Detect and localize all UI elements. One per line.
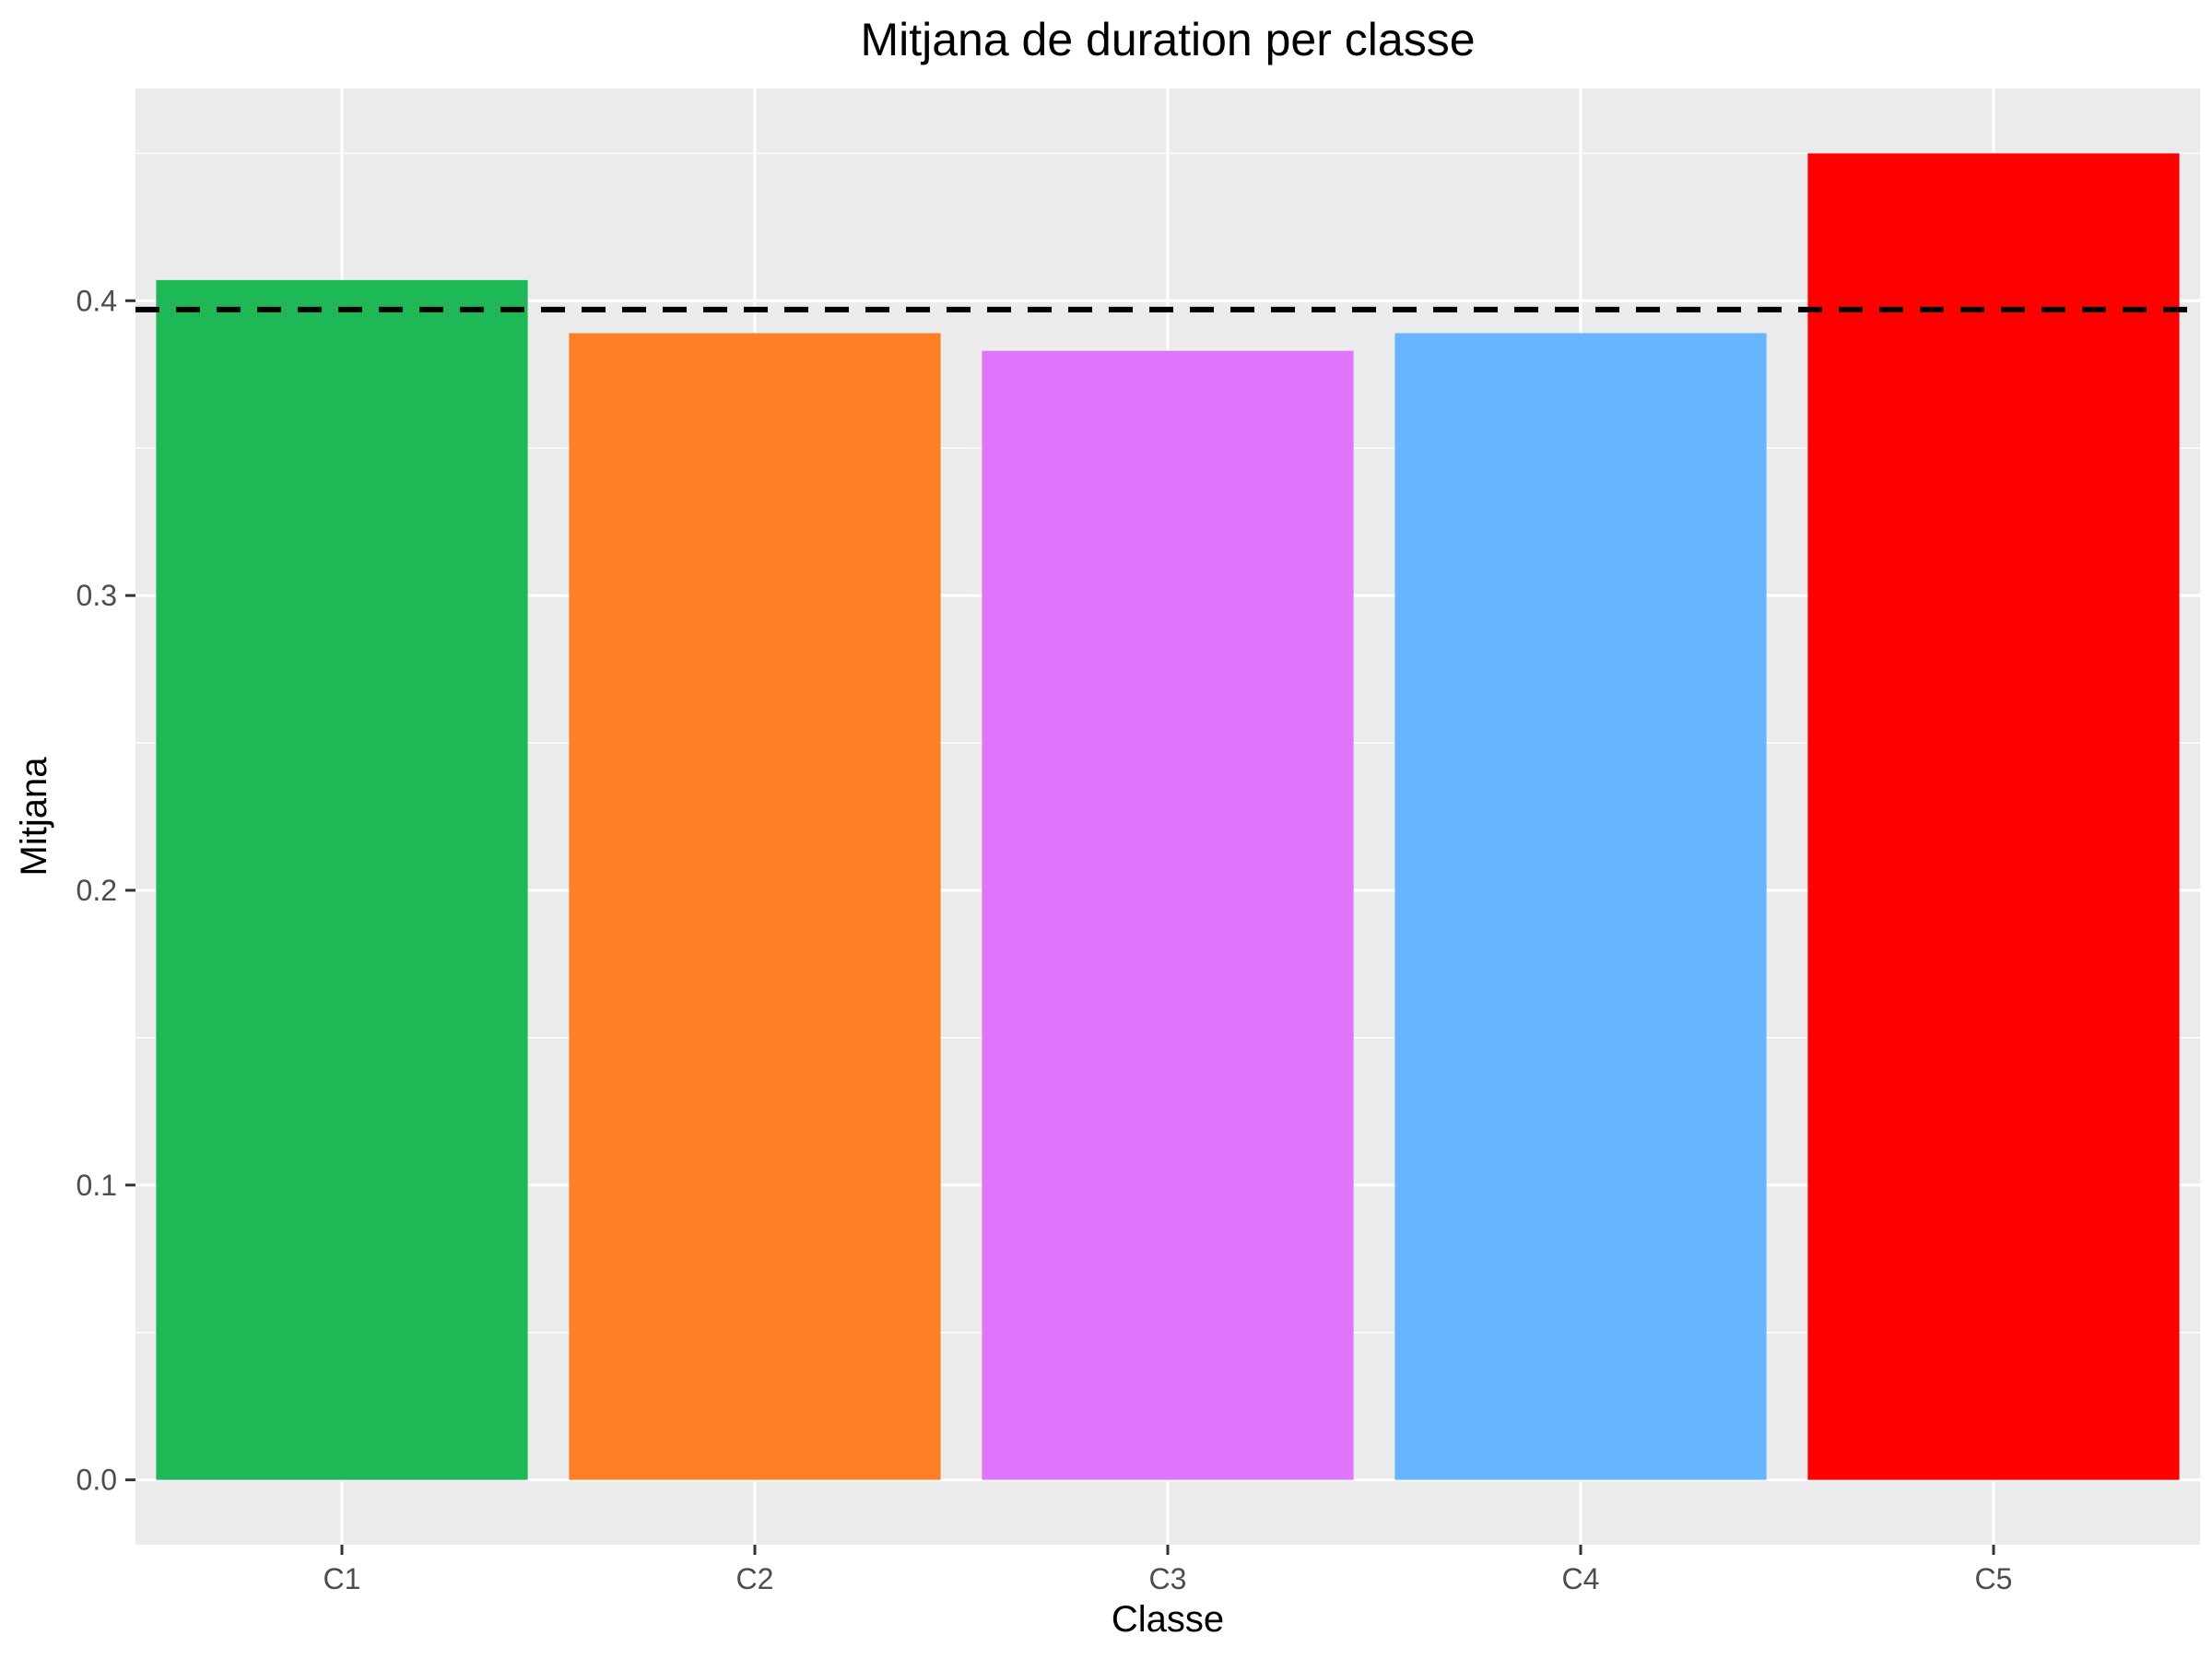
- y-tick-label: 0.4: [76, 284, 117, 317]
- x-tick-label: C5: [1975, 1562, 2013, 1595]
- x-tick-label: C4: [1562, 1562, 1600, 1595]
- bar-c5: [1807, 153, 2180, 1480]
- y-tick-label: 0.3: [76, 579, 117, 612]
- bar-c4: [1394, 333, 1767, 1480]
- x-axis: C1 C2 C3 C4 C5: [324, 1545, 2013, 1595]
- bars: [156, 153, 2180, 1480]
- x-tick-label: C1: [324, 1562, 361, 1595]
- y-axis-title: Mitjana: [14, 757, 54, 877]
- y-axis: 0.0 0.1 0.2 0.3 0.4: [76, 284, 135, 1497]
- x-tick-label: C2: [736, 1562, 774, 1595]
- y-tick-label: 0.0: [76, 1464, 117, 1497]
- bar-c2: [569, 333, 941, 1480]
- chart-title: Mitjana de duration per classe: [860, 14, 1475, 65]
- bar-c3: [982, 350, 1354, 1480]
- y-tick-label: 0.1: [76, 1169, 117, 1202]
- x-axis-title: Classe: [1112, 1599, 1224, 1640]
- x-tick-label: C3: [1149, 1562, 1187, 1595]
- y-tick-label: 0.2: [76, 874, 117, 907]
- bar-c1: [156, 279, 528, 1480]
